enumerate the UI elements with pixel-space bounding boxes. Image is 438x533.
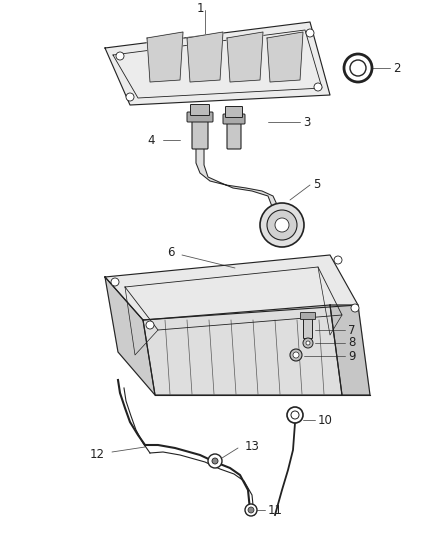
Circle shape [350, 60, 366, 76]
Circle shape [287, 407, 303, 423]
Circle shape [111, 278, 119, 286]
Polygon shape [196, 143, 285, 232]
Circle shape [306, 341, 310, 345]
Polygon shape [147, 32, 183, 82]
Text: 4: 4 [148, 133, 155, 147]
Circle shape [275, 218, 289, 232]
Text: 10: 10 [318, 414, 333, 426]
Circle shape [116, 52, 124, 60]
Polygon shape [330, 305, 370, 395]
FancyBboxPatch shape [191, 104, 209, 116]
Circle shape [212, 458, 218, 464]
FancyBboxPatch shape [187, 112, 213, 122]
Polygon shape [143, 305, 342, 395]
Circle shape [146, 321, 154, 329]
Text: 13: 13 [245, 440, 260, 453]
Polygon shape [187, 32, 223, 82]
Text: 2: 2 [393, 61, 400, 75]
Text: 5: 5 [313, 179, 320, 191]
Circle shape [334, 256, 342, 264]
Polygon shape [105, 277, 155, 395]
Text: 7: 7 [348, 324, 356, 336]
Circle shape [245, 504, 257, 516]
FancyBboxPatch shape [192, 117, 208, 149]
Circle shape [291, 411, 299, 419]
Circle shape [351, 304, 359, 312]
Polygon shape [267, 32, 303, 82]
FancyBboxPatch shape [300, 312, 315, 319]
Circle shape [293, 352, 299, 358]
Circle shape [303, 338, 313, 348]
Circle shape [290, 349, 302, 361]
FancyBboxPatch shape [304, 316, 312, 338]
Polygon shape [105, 255, 358, 320]
Circle shape [126, 93, 134, 101]
Circle shape [306, 29, 314, 37]
Text: 9: 9 [348, 350, 356, 362]
Circle shape [248, 507, 254, 513]
Text: 3: 3 [303, 116, 311, 128]
FancyBboxPatch shape [226, 107, 243, 117]
Polygon shape [227, 32, 263, 82]
Text: 12: 12 [90, 448, 105, 462]
Circle shape [208, 454, 222, 468]
Text: 11: 11 [268, 504, 283, 516]
Circle shape [267, 210, 297, 240]
Text: 1: 1 [196, 2, 204, 14]
Circle shape [260, 203, 304, 247]
FancyBboxPatch shape [227, 119, 241, 149]
Circle shape [314, 83, 322, 91]
Text: 6: 6 [167, 246, 175, 259]
FancyBboxPatch shape [223, 114, 245, 124]
Text: 8: 8 [348, 336, 355, 350]
Polygon shape [105, 22, 330, 105]
Circle shape [344, 54, 372, 82]
